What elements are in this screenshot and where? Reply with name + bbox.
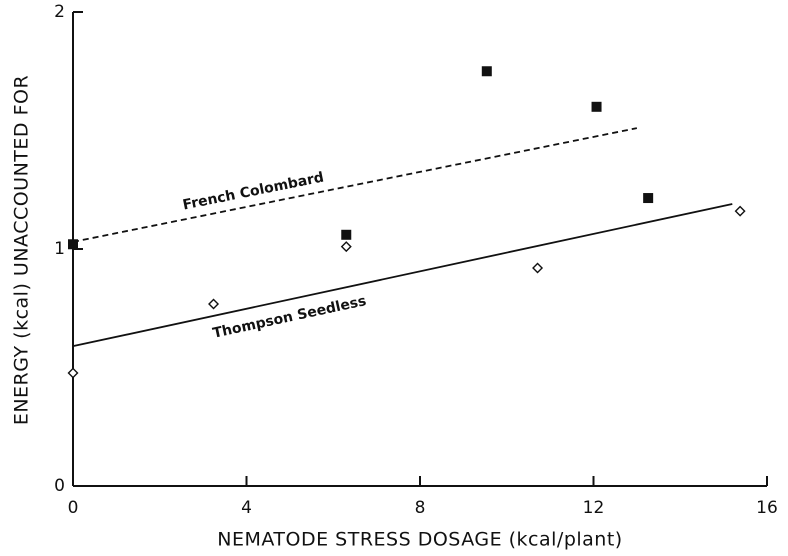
series-annotation: Thompson Seedless	[211, 293, 367, 342]
y-tick-label: 0	[54, 476, 65, 496]
marker	[68, 239, 78, 250]
marker	[591, 101, 602, 112]
y-axis-label: ENERGY (kcal) UNACCOUNTED FOR	[11, 75, 33, 425]
y-tick-label: 2	[54, 2, 65, 22]
series-annotation: French Colombard	[181, 169, 325, 213]
x-tick-label: 8	[415, 498, 426, 518]
marker	[734, 205, 746, 217]
x-tick-label: 12	[583, 498, 605, 518]
fit-line	[72, 203, 733, 348]
x-axis-label: NEMATODE STRESS DOSAGE (kcal/plant)	[217, 529, 622, 551]
marker	[67, 367, 79, 379]
x-tick-label: 4	[241, 498, 252, 518]
x-tick-label: 0	[68, 498, 79, 518]
marker	[481, 66, 492, 77]
marker	[340, 241, 352, 253]
y-tick-label: 1	[54, 239, 65, 259]
x-tick-label: 16	[756, 498, 778, 518]
fit-line	[72, 127, 638, 243]
marker	[643, 193, 654, 204]
marker	[532, 262, 544, 274]
marker	[208, 298, 220, 310]
marker	[341, 229, 352, 240]
